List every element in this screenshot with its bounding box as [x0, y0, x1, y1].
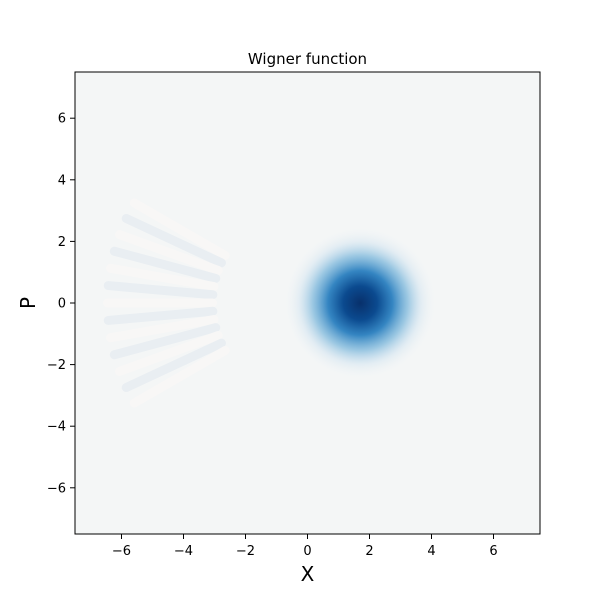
y-tick-label: 4: [58, 173, 66, 188]
x-tick-label: −4: [174, 544, 193, 559]
y-tick-label: 0: [58, 297, 66, 312]
y-tick-label: −2: [47, 358, 66, 373]
x-tick-label: −2: [236, 544, 255, 559]
fringe-stripe: [109, 323, 221, 360]
wigner-peak: [283, 226, 437, 380]
x-tick-label: 0: [303, 544, 311, 559]
fringe-stripe: [103, 281, 218, 300]
y-tick-label: −4: [47, 420, 66, 435]
chart-title: Wigner function: [248, 50, 367, 68]
x-axis-ticks: −6 −4 −2 0 2 4 6: [112, 534, 498, 559]
interference-fringes: [103, 198, 230, 408]
y-tick-label: 6: [58, 112, 66, 127]
y-axis-label: P: [16, 297, 40, 309]
fringe-stripe: [121, 213, 226, 268]
y-tick-label: 2: [58, 235, 66, 250]
fringe-stripe: [129, 346, 230, 408]
x-tick-label: 4: [427, 544, 435, 559]
plot-area: [75, 72, 540, 534]
fringe-stripe: [115, 230, 223, 276]
fringe-stripe: [106, 263, 219, 292]
fringe-stripe: [106, 314, 219, 343]
x-tick-label: −6: [112, 544, 131, 559]
fringe-stripe: [121, 338, 226, 393]
fringe-stripe: [129, 198, 230, 260]
fringe-stripe: [103, 306, 218, 325]
fringe-stripe: [115, 330, 223, 376]
fringe-stripe: [109, 246, 221, 283]
x-tick-label: 6: [489, 544, 497, 559]
x-tick-label: 2: [365, 544, 373, 559]
x-axis-label: X: [301, 562, 315, 586]
y-axis-ticks: −6 −4 −2 0 2 4 6: [47, 112, 75, 496]
y-tick-label: −6: [47, 481, 66, 496]
